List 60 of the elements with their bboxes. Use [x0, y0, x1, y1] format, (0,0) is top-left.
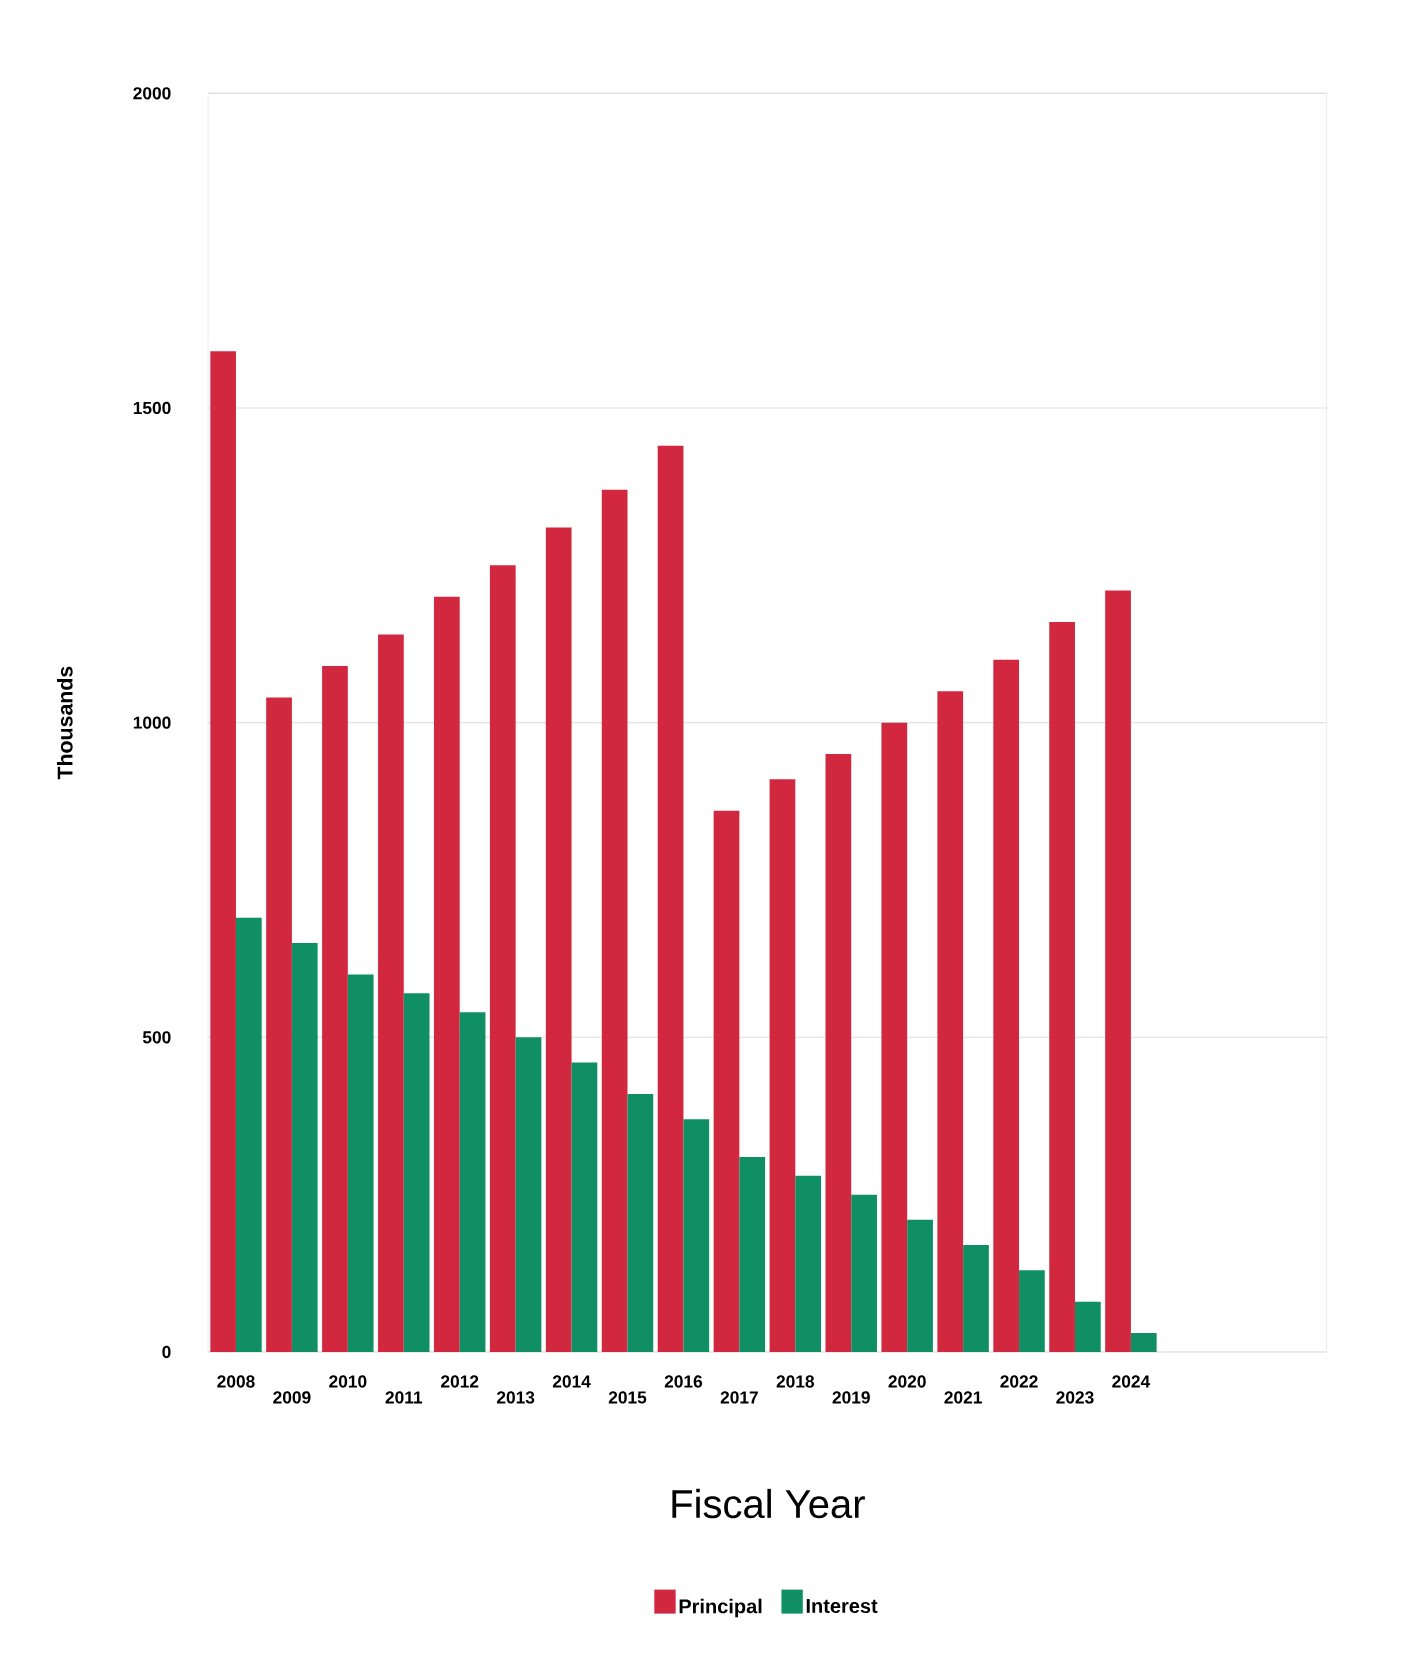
- y-tick-label: 500: [142, 1031, 171, 1044]
- bar: [937, 691, 964, 1352]
- bar: [683, 1119, 710, 1352]
- x-tick-label: 2008: [217, 1375, 255, 1388]
- bar: [403, 993, 430, 1352]
- y-axis-title: Thousands: [56, 666, 73, 780]
- bar: [571, 1062, 598, 1352]
- bar: [963, 1245, 989, 1352]
- x-tick-label: 2010: [329, 1375, 367, 1388]
- bar: [210, 351, 236, 1352]
- x-tick-label: 2020: [888, 1375, 926, 1388]
- x-tick-label: 2011: [385, 1391, 423, 1404]
- bar: [739, 1156, 766, 1352]
- bar: [347, 974, 374, 1352]
- bar: [235, 917, 262, 1352]
- bar: [713, 810, 740, 1352]
- bar: [825, 754, 852, 1352]
- bar: [545, 527, 572, 1352]
- bar: [993, 659, 1020, 1352]
- y-tick-label: 2000: [133, 87, 171, 100]
- legend-label: Principal: [679, 1598, 762, 1618]
- bar: [459, 1012, 486, 1352]
- x-tick-label: 2022: [1000, 1375, 1038, 1388]
- x-tick-label: 2019: [832, 1391, 870, 1404]
- bar: [851, 1194, 877, 1352]
- x-tick-label: 2009: [273, 1391, 311, 1404]
- x-tick-label: 2015: [608, 1391, 647, 1404]
- bar: [907, 1219, 933, 1352]
- x-tick-label: 2023: [1056, 1391, 1094, 1404]
- bar: [601, 489, 628, 1352]
- legend-label: Interest: [806, 1599, 878, 1614]
- bar: [322, 666, 348, 1352]
- x-tick-label: 2024: [1112, 1375, 1151, 1388]
- bar: [515, 1037, 542, 1352]
- y-tick-label: 0: [162, 1345, 171, 1359]
- bar: [489, 565, 516, 1352]
- bar: [881, 722, 908, 1352]
- bar: [1049, 621, 1075, 1352]
- bar: [795, 1175, 822, 1352]
- y-tick-label: 1000: [133, 716, 171, 729]
- bar: [266, 697, 292, 1352]
- x-tick-label: 2021: [944, 1391, 982, 1404]
- bar: [627, 1093, 654, 1352]
- bar: [657, 445, 684, 1352]
- x-tick-label: 2014: [552, 1375, 591, 1388]
- bar: [378, 634, 404, 1352]
- x-axis-title: Fiscal Year: [672, 1488, 865, 1519]
- x-tick-label: 2013: [496, 1391, 535, 1404]
- x-tick-label: 2016: [664, 1375, 703, 1388]
- y-tick-label: 1500: [133, 401, 171, 415]
- bar: [1019, 1270, 1045, 1352]
- bar: [1130, 1333, 1157, 1352]
- bar: [769, 779, 796, 1352]
- bar: [291, 942, 318, 1352]
- bar: [1074, 1301, 1101, 1352]
- x-tick-label: 2012: [441, 1375, 479, 1388]
- bar: [433, 596, 460, 1352]
- bar: [1105, 590, 1131, 1352]
- x-tick-label: 2018: [776, 1375, 815, 1388]
- x-tick-label: 2017: [720, 1391, 758, 1404]
